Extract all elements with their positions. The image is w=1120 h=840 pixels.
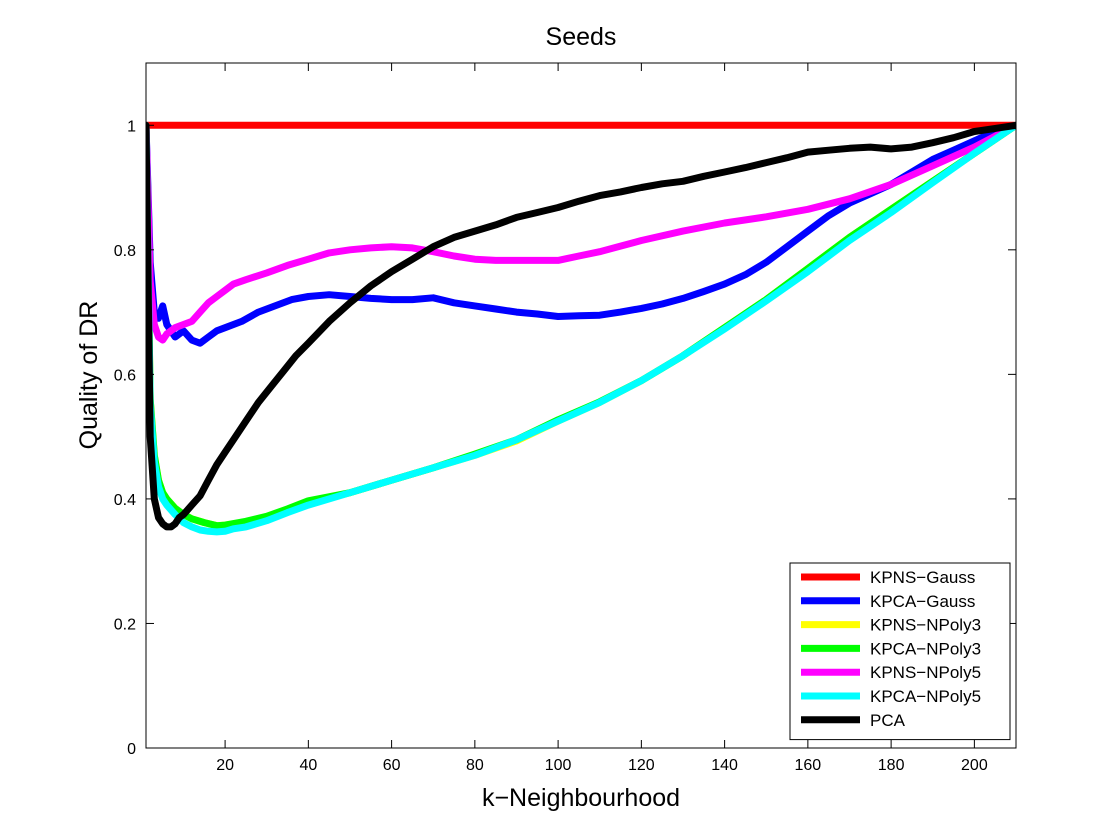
x-axis-title: k−Neighbourhood [482,784,680,812]
x-tick-label: 120 [628,757,655,774]
series-group [146,121,1016,536]
legend-label-kpca-npoly5: KPCA−NPoly5 [870,687,981,706]
axes-box [145,62,1017,749]
y-tick-label: 0.6 [114,367,136,384]
legend-label-kpca-gauss: KPCA−Gauss [870,592,975,611]
x-tick-label: 180 [878,757,905,774]
series-line-kpca-gauss [146,121,1016,347]
legend-label-pca: PCA [870,711,906,730]
x-tick-label: 160 [795,757,822,774]
plot-area: 20 40 60 80 100 120 140 160 180 200 0 0.2 0.4 0.6 0.8 1 [114,62,1017,774]
x-tick-label: 20 [216,757,234,774]
y-tick-label: 0.2 [114,616,136,633]
y-tick-label: 0 [127,741,136,758]
x-tick-label: 140 [711,757,738,774]
legend-label-kpns-npoly3: KPNS−NPoly3 [870,616,981,635]
legend-label-kpca-npoly3: KPCA−NPoly3 [870,639,981,658]
chart-title: Seeds [546,23,617,51]
x-tick-label: 40 [299,757,317,774]
y-axis-title: Quality of DR [75,301,103,450]
x-tick-label: 60 [383,757,401,774]
y-tick-label: 1 [127,118,136,135]
legend: KPNS−Gauss KPCA−Gauss KPNS−NPoly3 KPCA−NPol… [789,562,1011,741]
x-tick-label: 80 [466,757,484,774]
series-line-kpns-npoly5 [146,121,1016,344]
series-line-pca [146,121,1016,531]
legend-label-kpns-npoly5: KPNS−NPoly5 [870,663,981,682]
x-tick-label: 100 [545,757,572,774]
series-line-kpca-npoly5 [146,121,1016,536]
x-tick-label: 200 [961,757,988,774]
y-tick-label: 0.4 [114,492,136,509]
y-tick-label: 0.8 [114,243,136,260]
legend-label-kpns-gauss: KPNS−Gauss [870,568,975,587]
